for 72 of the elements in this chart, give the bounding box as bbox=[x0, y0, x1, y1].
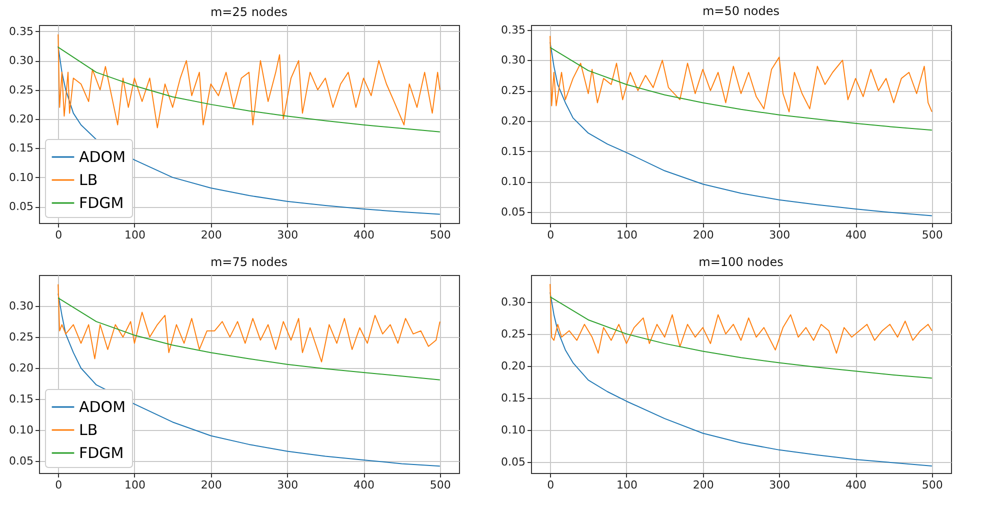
y-tick-label: 0.30 bbox=[501, 295, 526, 308]
y-tick-label: 0.35 bbox=[501, 23, 526, 36]
x-tick-label: 200 bbox=[692, 228, 714, 242]
y-tick-label: 0.05 bbox=[501, 456, 526, 469]
x-tick-label: 300 bbox=[769, 228, 790, 242]
y-tick-label: 0.20 bbox=[9, 112, 34, 126]
y-tick-label: 0.15 bbox=[501, 144, 526, 158]
chart-title: m=25 nodes bbox=[210, 5, 288, 19]
x-tick-label: 500 bbox=[922, 228, 943, 242]
y-tick-label: 0.30 bbox=[501, 54, 526, 67]
x-tick-label: 100 bbox=[124, 228, 146, 242]
line-series bbox=[58, 46, 440, 132]
y-tick-label: 0.10 bbox=[9, 424, 34, 437]
x-tick-label: 400 bbox=[354, 478, 375, 492]
legend-label: FDGM bbox=[79, 194, 124, 212]
y-tick-label: 0.30 bbox=[9, 54, 34, 68]
x-tick-label: 100 bbox=[124, 478, 146, 492]
line-series bbox=[58, 34, 440, 128]
y-tick-label: 0.20 bbox=[501, 114, 526, 128]
x-tick-label: 200 bbox=[200, 478, 222, 492]
x-tick-label: 300 bbox=[277, 478, 298, 492]
legend-label: FDGM bbox=[79, 444, 124, 462]
x-tick-label: 500 bbox=[922, 478, 943, 492]
y-tick-label: 0.05 bbox=[9, 454, 34, 468]
line-series bbox=[550, 296, 932, 379]
y-tick-label: 0.25 bbox=[501, 327, 526, 340]
y-tick-label: 0.25 bbox=[9, 330, 34, 344]
line-series bbox=[550, 35, 932, 112]
x-tick-label: 0 bbox=[55, 228, 62, 242]
x-tick-label: 0 bbox=[55, 478, 62, 492]
y-tick-label: 0.15 bbox=[9, 142, 34, 155]
y-tick-label: 0.10 bbox=[9, 170, 34, 184]
x-tick-label: 200 bbox=[692, 478, 714, 492]
y-tick-label: 0.25 bbox=[501, 84, 526, 98]
line-series bbox=[550, 46, 932, 131]
legend-label: LB bbox=[79, 171, 98, 189]
line-series bbox=[58, 284, 440, 362]
line-series bbox=[58, 297, 440, 380]
x-tick-label: 100 bbox=[616, 228, 638, 242]
y-tick-label: 0.35 bbox=[9, 24, 34, 38]
x-tick-label: 500 bbox=[430, 478, 451, 492]
y-tick-label: 0.20 bbox=[9, 362, 34, 375]
x-tick-label: 400 bbox=[846, 228, 867, 242]
x-tick-label: 0 bbox=[547, 228, 554, 242]
y-tick-label: 0.05 bbox=[501, 206, 526, 219]
legend-label: LB bbox=[79, 421, 98, 439]
line-series bbox=[550, 42, 932, 216]
y-tick-label: 0.10 bbox=[501, 175, 526, 188]
y-tick-label: 0.05 bbox=[9, 200, 34, 214]
line-series bbox=[550, 283, 932, 354]
chart-title: m=75 nodes bbox=[210, 255, 288, 269]
y-tick-label: 0.25 bbox=[9, 83, 34, 96]
y-tick-label: 0.20 bbox=[501, 359, 526, 372]
x-tick-label: 0 bbox=[547, 478, 554, 492]
x-tick-label: 500 bbox=[430, 228, 451, 242]
chart-title: m=100 nodes bbox=[698, 255, 784, 269]
y-tick-label: 0.15 bbox=[9, 392, 34, 406]
y-tick-label: 0.10 bbox=[501, 424, 526, 437]
x-tick-label: 400 bbox=[846, 478, 867, 492]
x-tick-label: 200 bbox=[200, 228, 222, 242]
chart-title: m=50 nodes bbox=[702, 4, 780, 18]
line-series bbox=[58, 293, 440, 467]
x-tick-label: 300 bbox=[277, 228, 298, 242]
line-series bbox=[58, 46, 440, 215]
x-tick-label: 400 bbox=[354, 228, 375, 242]
x-tick-label: 100 bbox=[616, 478, 638, 492]
x-tick-label: 300 bbox=[769, 478, 790, 492]
line-series bbox=[550, 292, 932, 466]
y-tick-label: 0.15 bbox=[501, 392, 526, 405]
y-tick-label: 0.30 bbox=[9, 300, 34, 313]
legend-label: ADOM bbox=[79, 398, 126, 416]
legend-label: ADOM bbox=[79, 148, 126, 166]
